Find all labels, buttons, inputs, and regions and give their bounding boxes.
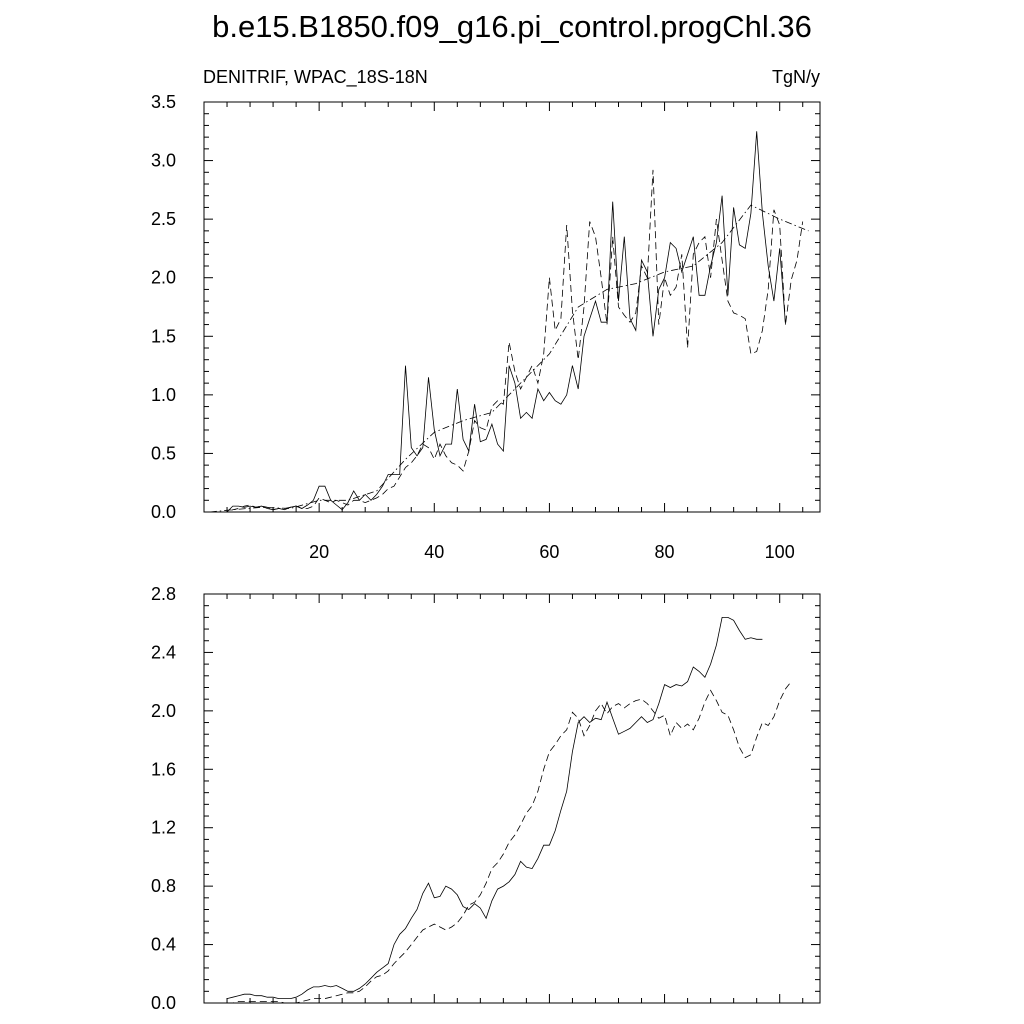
top-series-dashed-line [209,169,804,513]
bottom-y-tick-label: 2.8 [151,584,176,604]
bottom-plot-frame [203,593,821,1004]
top-y-tick-label: 1.5 [151,326,176,346]
top-x-tick-label: 20 [309,542,329,562]
top-x-tick-label: 100 [765,542,795,562]
top-x-tick-label: 40 [424,542,444,562]
bottom-y-tick-label: 1.2 [151,818,176,838]
top-y-tick-label: 2.5 [151,209,176,229]
bottom-y-tick-label: 0.4 [151,935,176,955]
bottom-y-tick-label: 0.0 [151,993,176,1013]
top-y-tick-label: 2.0 [151,268,176,288]
top-y-tick-label: 1.0 [151,385,176,405]
bottom-y-tick-label: 0.8 [151,876,176,896]
top-x-tick-label: 80 [655,542,675,562]
bottom-panel: 0.0 0.4 0.8 1.2 1.6 2.0 2.4 2.8 [151,584,821,1013]
bottom-y-tick-label: 2.4 [151,642,176,662]
chart-title: b.e15.B1850.f09_g16.pi_control.progChl.3… [212,9,812,44]
bottom-y-tick-label: 1.6 [151,759,176,779]
top-y-tick-label: 3.0 [151,151,176,171]
top-y-tick-label: 0.0 [151,502,176,522]
top-panel: 20 40 60 80 100 0.0 0.5 1.0 1.5 2.0 2.5 3.0 3.5 [151,92,821,562]
bottom-series-dashed-line [227,681,792,1004]
top-y-tick-label: 3.5 [151,92,176,112]
top-panel-subtitle-right: TgN/y [772,67,820,87]
top-series-solid-line [209,131,786,513]
top-series-dash-dot-line [209,204,809,513]
bottom-y-tick-label: 2.0 [151,701,176,721]
top-y-tick-label: 0.5 [151,443,176,463]
bottom-series-solid-line [226,617,763,999]
top-x-tick-label: 60 [539,542,559,562]
top-plot-frame [203,101,821,513]
top-panel-subtitle-left: DENITRIF, WPAC_18S-18N [203,67,428,88]
